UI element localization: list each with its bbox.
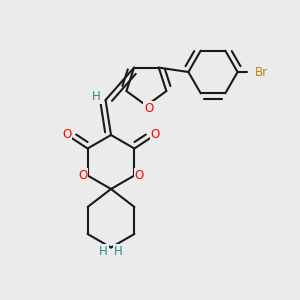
Text: Br: Br: [254, 65, 268, 79]
Text: O: O: [144, 102, 153, 115]
Text: O: O: [135, 169, 144, 182]
Text: H: H: [92, 90, 101, 103]
Text: O: O: [151, 128, 160, 141]
Text: O: O: [62, 128, 71, 141]
Text: H: H: [99, 244, 108, 258]
Text: H: H: [114, 244, 123, 258]
Text: O: O: [78, 169, 87, 182]
